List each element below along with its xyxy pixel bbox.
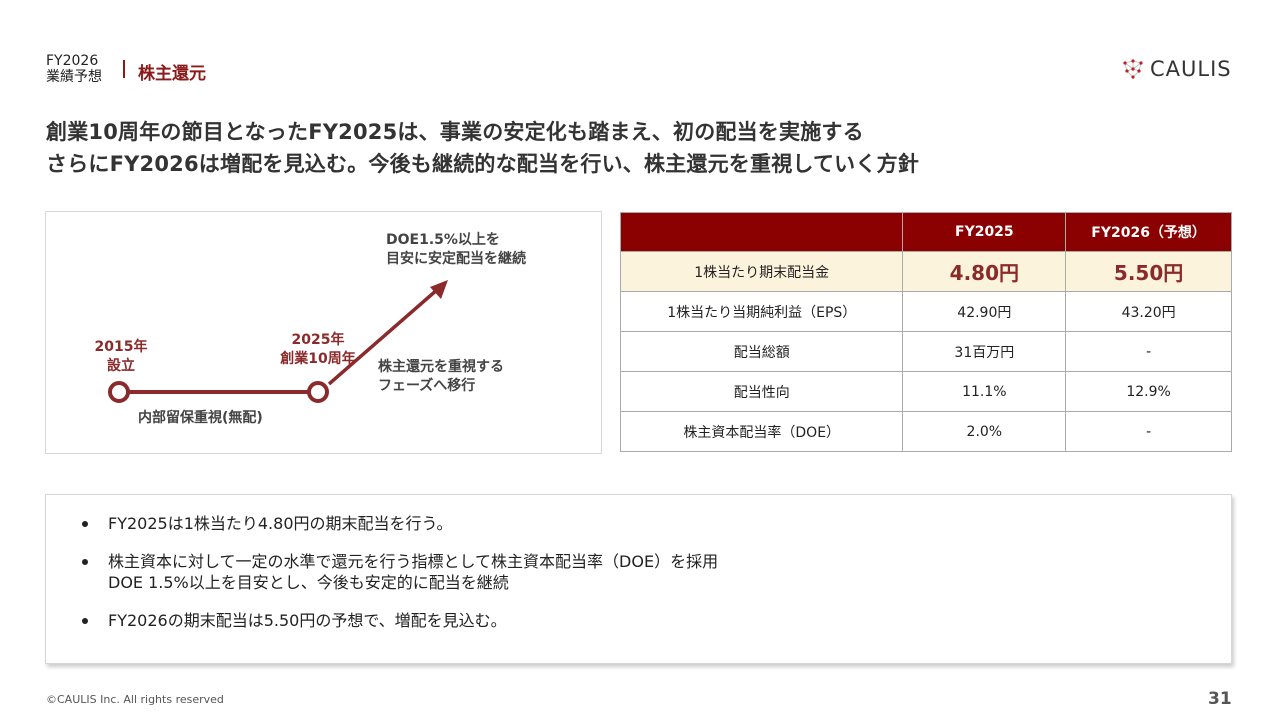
page-number: 31	[1208, 689, 1232, 709]
section-fy: FY2026	[46, 53, 99, 69]
line: DOE 1.5%以上を目安とし、今後も安定的に配当を継続	[108, 573, 509, 592]
year: 2015年	[94, 339, 148, 355]
logo-text: CAULIS	[1150, 57, 1232, 81]
milestone-2015: 2015年設立	[86, 338, 156, 376]
cell: 2.0%	[902, 411, 1067, 452]
phase-retained: 内部留保重視(無配)	[138, 410, 263, 426]
phase-return: 株主還元を重視する フェーズへ移行	[378, 358, 504, 396]
label: 設立	[107, 358, 135, 374]
bullet-item: FY2025は1株当たり4.80円の期末配当を行う。	[82, 513, 1231, 534]
row-label: 配当総額	[619, 331, 904, 372]
table-row: 1株当たり当期純利益（EPS） 42.90円 43.20円	[619, 291, 1232, 332]
milestone-2015-icon	[108, 381, 130, 403]
dividend-table: FY2025 FY2026（予想） 1株当たり期末配当金 4.80円 5.50円 1株…	[619, 212, 1232, 452]
table-row: 配当総額 31百万円 -	[619, 331, 1232, 372]
cell: 12.9%	[1065, 371, 1232, 412]
bullet-box: FY2025は1株当たり4.80円の期末配当を行う。 株主資本に対して一定の水準…	[45, 494, 1232, 664]
divider	[123, 60, 125, 78]
row-label: 配当性向	[619, 371, 904, 412]
cell: 42.90円	[902, 291, 1067, 332]
header-cell	[619, 212, 904, 252]
headline-line-1: 創業10周年の節目となったFY2025は、事業の安定化も踏まえ、初の配当を実施す…	[46, 120, 864, 144]
timeline-panel: 2015年設立 2025年創業10周年 内部留保重視(無配) 株主還元を重視する…	[45, 211, 602, 454]
table-row: 配当性向 11.1% 12.9%	[619, 371, 1232, 412]
page-title: 株主還元	[138, 64, 206, 84]
label: 創業10周年	[280, 351, 356, 367]
year: 2025年	[291, 332, 345, 348]
arrow-head-icon	[430, 280, 448, 299]
line: 株主資本に対して一定の水準で還元を行う指標として株主資本配当率（DOE）を採用	[108, 552, 719, 571]
row-label: 1株当たり当期純利益（EPS）	[619, 291, 904, 332]
section-label: FY2026 業績予想	[46, 53, 102, 85]
cell: -	[1065, 331, 1232, 372]
table-header: FY2025 FY2026（予想）	[619, 212, 1232, 252]
milestone-2025-icon	[307, 381, 329, 403]
row-label: 株主資本配当率（DOE）	[619, 411, 904, 452]
header-cell: FY2025	[902, 212, 1067, 252]
caulis-logo-icon	[1123, 59, 1143, 79]
line: DOE1.5%以上を	[386, 232, 500, 248]
timeline-graphic	[108, 280, 448, 403]
header-cell: FY2026（予想）	[1065, 212, 1232, 252]
line: 株主還元を重視する	[378, 359, 504, 375]
cell: 31百万円	[902, 331, 1067, 372]
cell: 43.20円	[1065, 291, 1232, 332]
copyright: ©CAULIS Inc. All rights reserved	[46, 693, 224, 706]
bullet-item: 株主資本に対して一定の水準で還元を行う指標として株主資本配当率（DOE）を採用 D…	[82, 551, 1231, 593]
line: 目安に安定配当を継続	[386, 251, 526, 267]
cell: 11.1%	[902, 371, 1067, 412]
bullet-item: FY2026の期末配当は5.50円の予想で、増配を見込む。	[82, 610, 1231, 631]
logo: CAULIS	[1122, 57, 1232, 81]
cell: 5.50円	[1065, 251, 1232, 292]
milestone-2025: 2025年創業10周年	[268, 331, 368, 369]
line: フェーズへ移行	[378, 378, 476, 394]
cell: 4.80円	[902, 251, 1067, 292]
headline-line-2: さらにFY2026は増配を見込む。今後も継続的な配当を行い、株主還元を重視してい…	[46, 152, 919, 176]
table-row: 株主資本配当率（DOE） 2.0% -	[619, 411, 1232, 452]
cell: -	[1065, 411, 1232, 452]
section-name: 業績予想	[46, 69, 102, 85]
growth-arrow-line	[327, 287, 440, 386]
table-row: 1株当たり期末配当金 4.80円 5.50円	[619, 251, 1232, 292]
goal-text: DOE1.5%以上を目安に安定配当を継続	[386, 231, 526, 269]
row-label: 1株当たり期末配当金	[619, 251, 904, 292]
